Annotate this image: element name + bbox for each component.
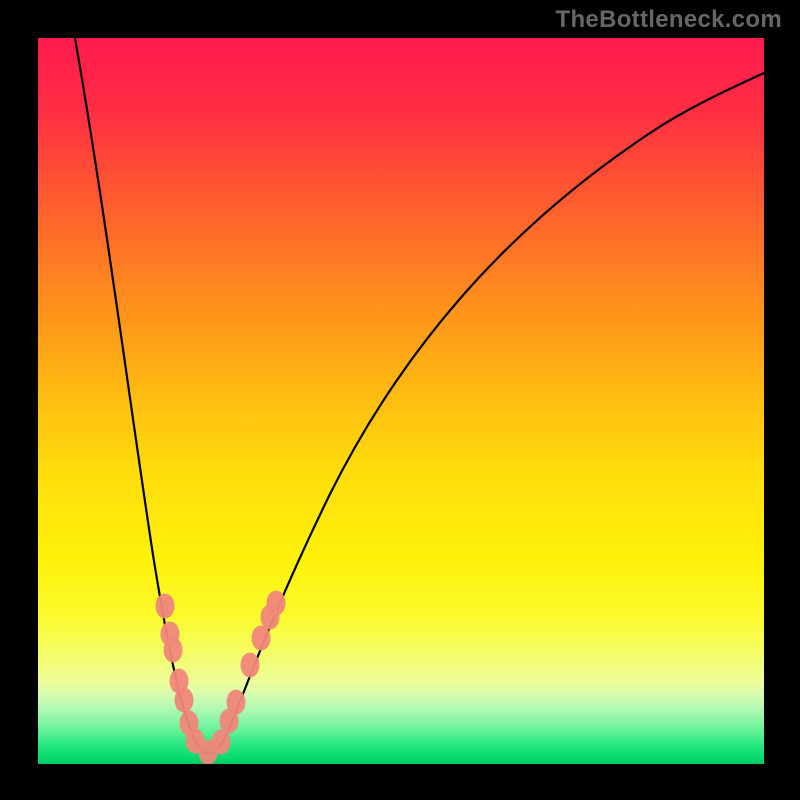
data-marker (156, 594, 175, 619)
chart-canvas: TheBottleneck.com (0, 0, 800, 800)
data-marker (164, 638, 183, 663)
data-marker (267, 591, 286, 616)
data-marker (175, 688, 194, 713)
data-marker (227, 690, 246, 715)
watermark-text: TheBottleneck.com (556, 6, 782, 34)
data-marker (241, 653, 260, 678)
data-marker (252, 626, 271, 651)
plot-area (38, 38, 764, 764)
curve-layer (0, 0, 800, 800)
